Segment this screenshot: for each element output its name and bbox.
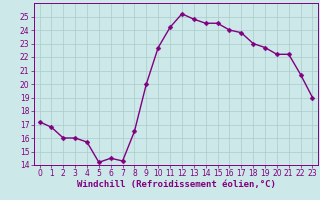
X-axis label: Windchill (Refroidissement éolien,°C): Windchill (Refroidissement éolien,°C) xyxy=(76,180,276,189)
